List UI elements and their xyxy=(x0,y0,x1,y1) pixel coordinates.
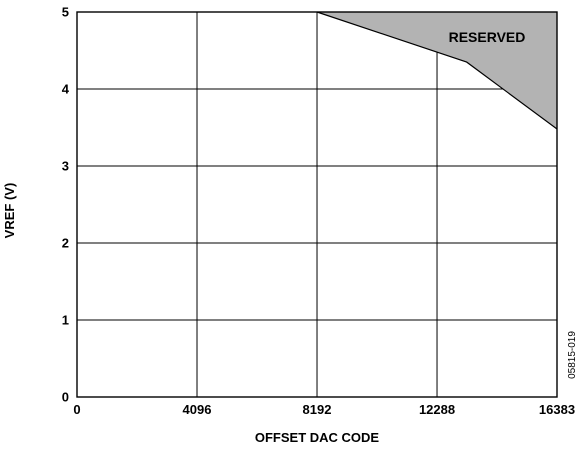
y-tick-label: 1 xyxy=(62,313,69,328)
y-tick-label: 0 xyxy=(62,390,69,405)
x-axis-title: OFFSET DAC CODE xyxy=(255,430,380,445)
reserved-region xyxy=(317,12,557,129)
reserved-boundary-line xyxy=(316,11,558,130)
x-tick-label: 16383 xyxy=(539,402,575,417)
y-tick-label: 2 xyxy=(62,236,69,251)
y-tick-label: 3 xyxy=(62,159,69,174)
x-tick-label: 0 xyxy=(73,402,80,417)
y-axis-title: VREF (V) xyxy=(2,183,17,239)
figure-id: 05815-019 xyxy=(567,331,578,379)
x-tick-labels: 0 4096 8192 12288 16383 xyxy=(73,402,575,417)
x-tick-label: 4096 xyxy=(183,402,212,417)
x-tick-label: 12288 xyxy=(419,402,455,417)
x-tick-label: 8192 xyxy=(303,402,332,417)
plot-frame xyxy=(76,11,558,398)
y-tick-label: 5 xyxy=(62,5,69,20)
reserved-region-label: RESERVED xyxy=(449,29,526,45)
y-tick-labels: 0 1 2 3 4 5 xyxy=(62,5,70,405)
y-tick-label: 4 xyxy=(62,82,70,97)
